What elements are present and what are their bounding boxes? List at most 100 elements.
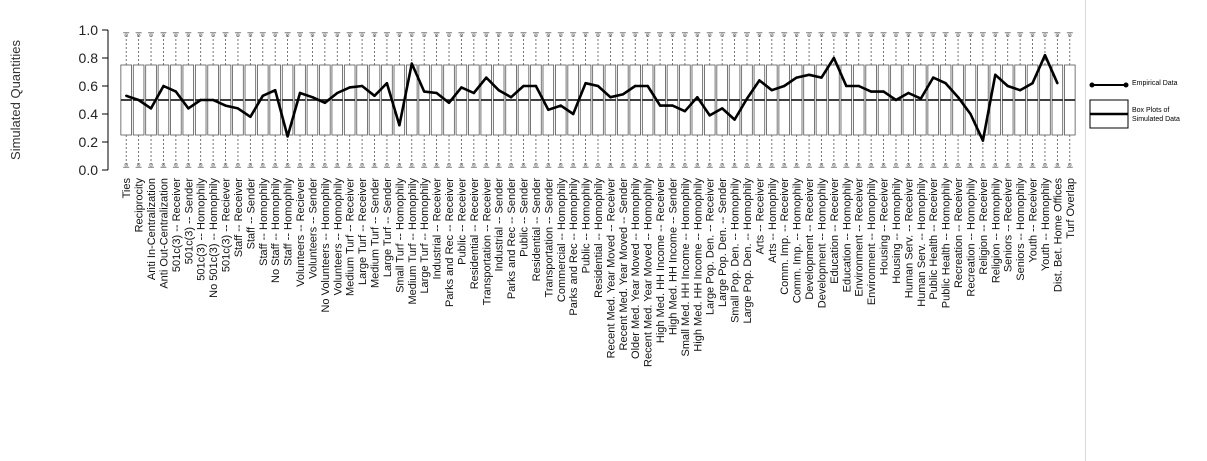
x-tick-label: Industrial -- Receiver: [432, 178, 444, 280]
box-outlier-lower: [919, 163, 923, 167]
box-plot: [840, 32, 853, 168]
box-outlier-upper: [956, 33, 960, 37]
box-outlier-lower: [645, 163, 650, 167]
empirical-point: [671, 104, 674, 107]
empirical-point: [385, 82, 389, 85]
empirical-point: [708, 114, 711, 117]
box-outlier-lower: [459, 163, 464, 167]
box-outlier-upper: [968, 33, 973, 37]
empirical-point: [485, 76, 488, 79]
box-outlier-upper: [186, 33, 190, 37]
box-outlier-lower: [211, 163, 215, 167]
box-outlier-lower: [844, 163, 849, 167]
box-outlier-lower: [397, 163, 402, 167]
box-outlier-lower: [583, 163, 588, 167]
box-plot: [567, 32, 579, 168]
box-outlier-lower: [273, 163, 277, 167]
box-outlier-lower: [621, 163, 625, 167]
box-outlier-lower: [1068, 163, 1072, 167]
empirical-point: [323, 101, 327, 105]
empirical-point: [447, 101, 451, 105]
box-plot: [815, 32, 828, 168]
box-outlier-lower: [261, 163, 265, 167]
x-tick-label: Human Serv. -- Homophily: [916, 178, 928, 307]
empirical-point: [547, 108, 550, 112]
box-outlier-lower: [993, 163, 997, 167]
empirical-point: [634, 84, 637, 88]
empirical-point: [869, 90, 873, 93]
box-outlier-upper: [596, 33, 600, 37]
box-outlier-lower: [285, 163, 290, 167]
empirical-point: [758, 79, 761, 82]
box-outlier-lower: [708, 163, 712, 167]
box-outlier-upper: [881, 33, 886, 37]
box-outlier-upper: [981, 33, 985, 37]
box-outlier-upper: [1043, 33, 1047, 37]
x-tick-label: Religion -- Homophily: [990, 178, 1002, 284]
box-outlier-upper: [347, 33, 352, 37]
box-outlier-lower: [695, 163, 700, 167]
empirical-point: [857, 84, 860, 88]
box-outlier-upper: [708, 33, 712, 37]
box-outlier-lower: [720, 163, 724, 167]
box-outlier-upper: [509, 33, 513, 37]
box-outlier-lower: [422, 163, 426, 167]
box-outlier-upper: [794, 33, 799, 37]
empirical-point: [509, 96, 513, 99]
empirical-point: [621, 93, 625, 96]
box-plot: [654, 32, 666, 168]
box-outlier-lower: [223, 163, 228, 167]
box-outlier-lower: [857, 163, 861, 167]
empirical-point: [249, 115, 252, 119]
box-plot: [1001, 32, 1014, 168]
y-axis-label: Simulated Quantities: [8, 40, 23, 160]
box-outlier-upper: [372, 33, 377, 37]
empirical-point: [410, 62, 413, 65]
box-outlier-lower: [894, 163, 898, 167]
empirical-point: [944, 82, 947, 85]
empirical-point: [422, 90, 426, 93]
box-plot: [430, 32, 443, 168]
box-outlier-lower: [1006, 163, 1010, 167]
box-outlier-lower: [608, 163, 613, 167]
y-tick-label: 0.2: [79, 134, 99, 150]
legend: Empirical Data Box Plots of Simulated Da…: [1088, 70, 1206, 170]
y-tick-label: 0.6: [79, 78, 99, 94]
box-plot: [679, 32, 691, 168]
box-outlier-lower: [496, 163, 501, 167]
box-plot: [927, 32, 939, 168]
box-outlier-upper: [770, 33, 774, 37]
box-outlier-upper: [559, 33, 563, 37]
box-outlier-upper: [745, 33, 749, 37]
box-plot: [368, 32, 381, 168]
legend-empirical-marker-right: [1123, 82, 1129, 88]
x-tick-label: Residential -- Receiver: [469, 178, 481, 290]
box-outlier-lower: [248, 163, 253, 167]
box-outlier-lower: [1043, 163, 1047, 167]
x-tick-label: Public -- Receiver: [456, 178, 468, 265]
x-tick-label: Transportation -- Receiver: [481, 178, 493, 306]
x-tick-label: Human Serv. -- Receiver: [903, 178, 915, 299]
x-tick-label: Recreation -- Homophily: [965, 178, 977, 297]
x-tick-label: Volunteers -- Reciever: [295, 178, 307, 287]
box-outlier-upper: [658, 33, 662, 37]
box-outlier-upper: [484, 33, 488, 37]
empirical-point: [137, 98, 140, 102]
box-outlier-upper: [782, 33, 786, 37]
box-plot: [530, 32, 542, 168]
box-outlier-lower: [981, 163, 985, 167]
empirical-point: [969, 112, 972, 116]
y-tick-label: 1.0: [79, 22, 99, 38]
empirical-point: [733, 118, 736, 121]
box-outlier-upper: [931, 33, 935, 37]
box-plot: [828, 32, 840, 168]
box-plot: [468, 32, 480, 168]
x-tick-label: Seniors -- Homophily: [1015, 178, 1027, 281]
empirical-point: [273, 89, 277, 92]
box-outlier-lower: [509, 163, 513, 167]
empirical-point: [894, 98, 898, 102]
box-plot: [1039, 32, 1051, 168]
empirical-line: [125, 53, 1059, 142]
x-tick-label: Housing -- Receiver: [879, 178, 891, 276]
box-plot: [952, 32, 964, 168]
